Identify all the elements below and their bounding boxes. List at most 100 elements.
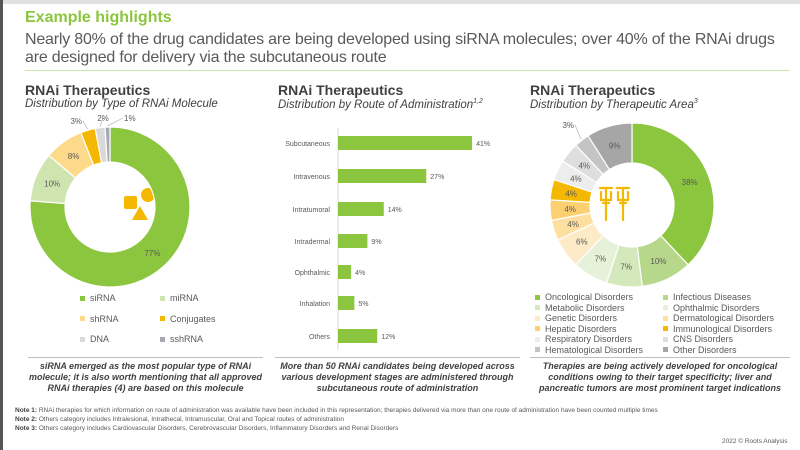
legend-swatch [535, 347, 540, 353]
copyright: 2022 © Roots Analysis [722, 438, 788, 445]
legend-label: Hematological Disorders [545, 344, 644, 355]
bar-value-label: 27% [430, 174, 444, 181]
page-title: Example highlights [25, 9, 172, 26]
slice-label: 77% [144, 249, 160, 258]
slice-label: 4% [570, 175, 582, 184]
legend-item: siRNA [80, 293, 160, 304]
crutches-icon [598, 186, 631, 222]
top-bar [0, 0, 800, 4]
legend-label: Infectious Diseases [673, 292, 752, 302]
leader-line [82, 120, 88, 130]
bar-intratumoral [338, 202, 384, 216]
shapes-icon [124, 188, 155, 220]
legend-item: miRNA [160, 293, 240, 304]
slice-label: 7% [595, 254, 607, 263]
note-label: Note 2: [15, 416, 38, 423]
slice-label: 4% [564, 205, 576, 214]
legend-label: Conjugates [170, 313, 216, 324]
chart2-caption: More than 50 RNAi candidates being devel… [275, 357, 520, 394]
legend-item: Infectious Diseases [663, 292, 791, 303]
chart3-caption: Therapies are being actively developed f… [530, 357, 790, 394]
bar-category-label: Inhalation [300, 301, 330, 308]
note-2: Note 2: Others category includes Intrale… [15, 415, 715, 424]
legend-item: Metabolic Disorders [535, 303, 663, 314]
legend-swatch [663, 294, 668, 300]
legend-swatch [80, 336, 85, 342]
headline: Nearly 80% of the drug candidates are be… [25, 31, 775, 66]
legend-swatch [80, 295, 85, 301]
leader-line [107, 117, 124, 127]
slice-label: 3% [70, 117, 82, 126]
bar-category-label: Intradermal [295, 239, 331, 246]
left-edge [0, 0, 3, 450]
chart3-legend: Oncological Disorders Infectious Diseases… [535, 292, 791, 355]
legend-item: shRNA [80, 314, 160, 325]
bar-subcutaneous [338, 136, 473, 150]
chart1-donut: 77% 10% 8% 3% 2% 1% [29, 114, 191, 288]
legend-item: Other Disorders [663, 345, 791, 356]
legend-label: CNS Disorders [673, 334, 734, 344]
slice-sshrna [104, 126, 111, 163]
notes: Note 1: RNAi therapies for which informa… [15, 406, 715, 433]
bar-value-label: 12% [381, 334, 395, 341]
legend-label: siRNA [90, 293, 116, 303]
slice-label: 9% [609, 141, 621, 150]
slice-label: 38% [682, 178, 698, 187]
legend-item: Ophthalmic Disorders [663, 303, 791, 314]
legend-swatch [535, 315, 540, 321]
chart3-subtitle-text: Distribution by Therapeutic Area [530, 98, 694, 111]
legend-label: DNA [90, 334, 110, 344]
bar-value-label: 41% [476, 141, 490, 148]
legend-label: Immunological Disorders [673, 323, 773, 334]
legend-item: CNS Disorders [663, 334, 791, 345]
slice-label: 3% [562, 121, 574, 130]
legend-item: Conjugates [160, 314, 240, 325]
slice-sirna [29, 126, 191, 288]
bar-others [338, 329, 378, 343]
slice-label: 6% [576, 237, 588, 246]
legend-swatch [535, 305, 540, 311]
legend-swatch [160, 336, 165, 342]
slice-label: 10% [650, 257, 666, 266]
bar-category-label: Others [309, 334, 331, 341]
divider [25, 70, 790, 71]
chart2-subtitle-sup: 1,2 [473, 98, 483, 105]
bar-value-label: 4% [355, 270, 365, 277]
legend-label: sshRNA [170, 334, 204, 344]
legend-item: Genetic Disorders [535, 313, 663, 324]
note-text: Others category includes Intralesional, … [38, 416, 345, 423]
bar-intradermal [338, 234, 368, 248]
legend-label: Dermatological Disorders [673, 313, 775, 323]
legend-label: Genetic Disorders [545, 313, 618, 323]
bar-ophthalmic [338, 265, 352, 279]
legend-label: Hepatic Disorders [545, 323, 617, 334]
bar-category-label: Subcutaneous [285, 141, 330, 148]
chart3-title: RNAi Therapeutics [530, 82, 656, 98]
legend-swatch [663, 336, 668, 342]
legend-swatch [663, 305, 668, 311]
chart1-subtitle: Distribution by Type of RNAi Molecule [25, 98, 218, 110]
chart3-subtitle: Distribution by Therapeutic Area3 [530, 98, 698, 111]
chart1-legend: siRNA miRNA shRNA Conjugates DNA sshRNA [80, 293, 240, 345]
chart2-subtitle-text: Distribution by Route of Administration [278, 98, 474, 111]
legend-label: Oncological Disorders [545, 292, 634, 302]
chart1-caption: siRNA emerged as the most popular type o… [28, 357, 263, 394]
legend-swatch [663, 326, 668, 332]
slice-label: 2% [97, 114, 109, 123]
legend-swatch [160, 295, 165, 301]
bar-value-label: 9% [371, 239, 381, 246]
chart2-subtitle: Distribution by Route of Administration1… [278, 98, 483, 111]
slice-label: 10% [44, 179, 60, 188]
legend-label: Other Disorders [673, 344, 737, 355]
note-3: Note 3: Others category includes Cardiov… [15, 424, 715, 433]
legend-label: Ophthalmic Disorders [673, 302, 760, 313]
note-text: RNAi therapies for which information on … [38, 407, 658, 414]
slice-label: 7% [620, 263, 632, 272]
legend-swatch [663, 347, 668, 353]
slice-label: 4% [565, 189, 577, 198]
legend-item: Immunological Disorders [663, 324, 791, 335]
legend-item: Respiratory Disorders [535, 334, 663, 345]
legend-swatch [663, 315, 668, 321]
note-text: Others category includes Cardiovascular … [38, 425, 399, 432]
